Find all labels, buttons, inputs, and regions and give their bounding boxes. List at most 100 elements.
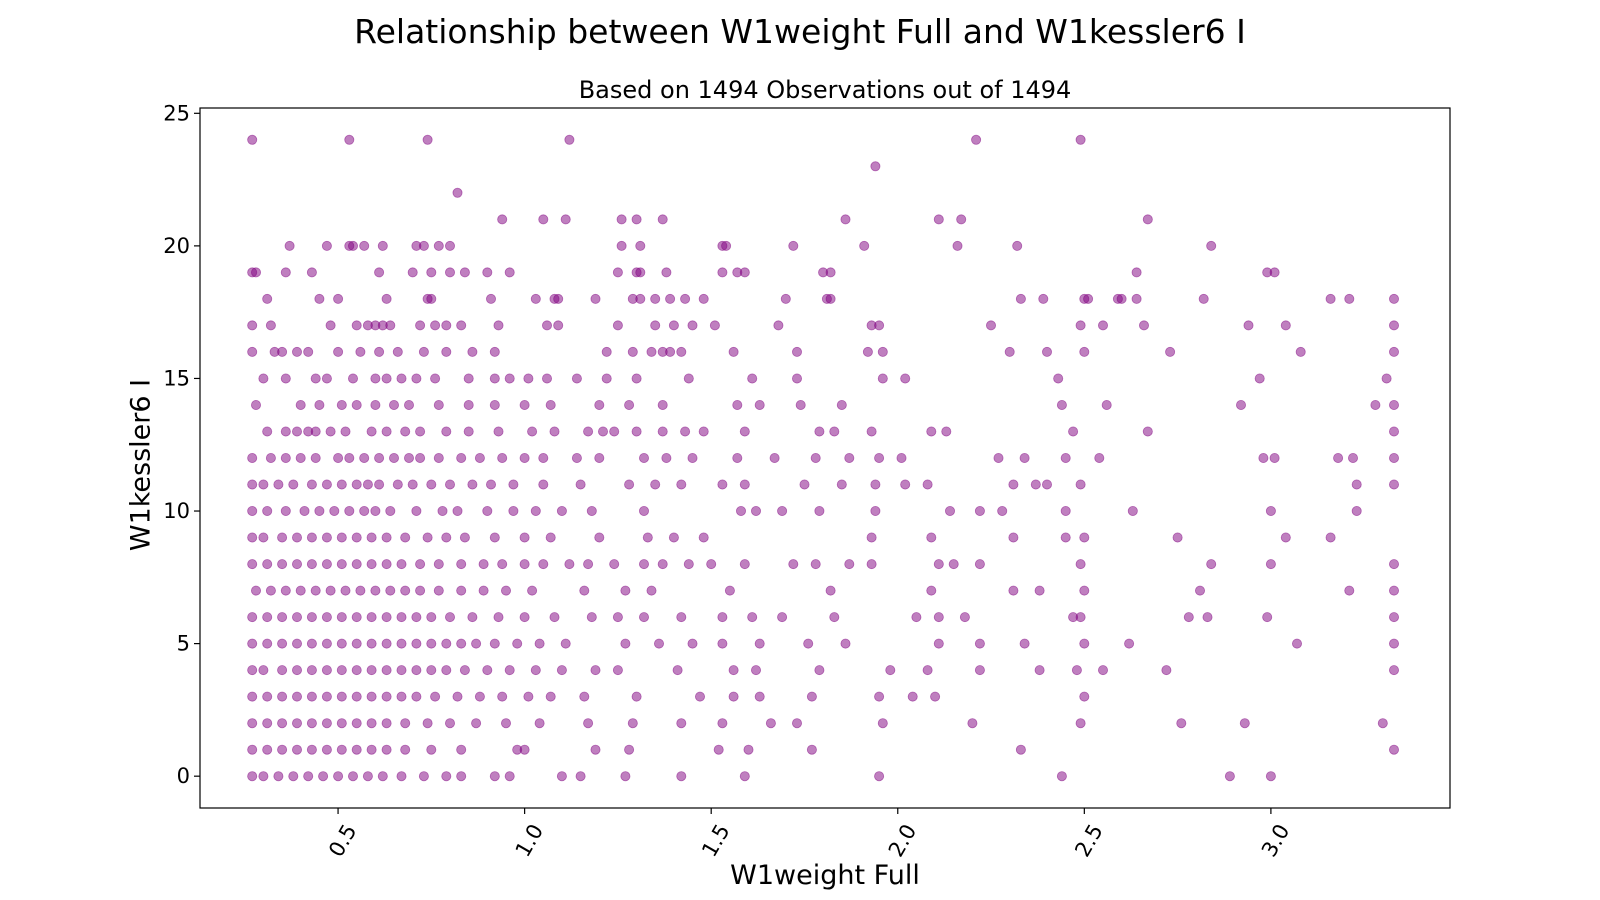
data-point-149 [1389, 346, 1400, 357]
data-point-460 [959, 612, 970, 623]
data-point-70 [590, 293, 601, 304]
data-point-283 [426, 479, 437, 490]
data-point-403 [250, 585, 261, 596]
data-point-145 [1042, 346, 1053, 357]
x-axis-label: W1weight Full [730, 860, 920, 891]
data-point-370 [306, 559, 317, 570]
data-point-12 [631, 214, 642, 225]
data-point-253 [639, 452, 650, 463]
x-tick-label-4: 2.5 [1070, 820, 1107, 861]
data-point-453 [676, 612, 687, 623]
data-point-155 [370, 373, 381, 384]
data-point-567 [321, 718, 332, 729]
data-point-313 [359, 505, 370, 516]
data-point-635 [1224, 771, 1235, 782]
data-point-168 [683, 373, 694, 384]
data-point-306 [247, 505, 258, 516]
data-point-293 [717, 479, 728, 490]
data-point-60 [262, 293, 273, 304]
data-point-320 [508, 505, 519, 516]
data-point-481 [456, 638, 467, 649]
data-point-144 [1004, 346, 1015, 357]
data-point-65 [426, 293, 437, 304]
data-point-13 [657, 214, 668, 225]
data-point-450 [586, 612, 597, 623]
data-point-478 [411, 638, 422, 649]
data-point-325 [736, 505, 747, 516]
data-point-628 [556, 771, 567, 782]
data-point-341 [306, 532, 317, 543]
y-axis-ticks: 0 5 10 15 20 25 [163, 101, 200, 788]
data-point-235 [280, 452, 291, 463]
data-point-185 [463, 399, 474, 410]
data-point-104 [542, 320, 553, 331]
data-point-528 [974, 665, 985, 676]
data-point-179 [336, 399, 347, 410]
y-tick-label-5: 25 [163, 101, 190, 125]
data-point-510 [381, 665, 392, 676]
data-point-259 [844, 452, 855, 463]
data-point-90 [1389, 293, 1400, 304]
data-point-258 [810, 452, 821, 463]
data-point-509 [366, 665, 377, 676]
data-point-333 [1060, 505, 1071, 516]
data-point-272 [258, 479, 269, 490]
data-point-195 [836, 399, 847, 410]
data-point-633 [874, 771, 885, 782]
data-point-406 [295, 585, 306, 596]
data-point-305 [1389, 479, 1400, 490]
data-point-499 [1292, 638, 1303, 649]
data-point-352 [519, 532, 530, 543]
data-point-599 [381, 744, 392, 755]
data-point-632 [739, 771, 750, 782]
data-point-40 [306, 267, 317, 278]
data-point-151 [280, 373, 291, 384]
data-point-622 [396, 771, 407, 782]
data-point-69 [553, 293, 564, 304]
data-point-634 [1056, 771, 1067, 782]
data-point-398 [974, 559, 985, 570]
data-point-45 [459, 267, 470, 278]
data-point-98 [385, 320, 396, 331]
data-point-549 [497, 691, 508, 702]
data-point-532 [1161, 665, 1172, 676]
data-point-626 [489, 771, 500, 782]
data-point-301 [1030, 479, 1041, 490]
data-point-1 [344, 134, 355, 145]
data-point-247 [474, 452, 485, 463]
data-point-483 [489, 638, 500, 649]
data-point-5 [1075, 134, 1086, 145]
data-point-433 [262, 612, 273, 623]
data-point-317 [437, 505, 448, 516]
data-point-568 [336, 718, 347, 729]
data-point-490 [717, 638, 728, 649]
data-point-88 [1325, 293, 1336, 304]
data-point-529 [1034, 665, 1045, 676]
data-point-128 [374, 346, 385, 357]
data-point-482 [471, 638, 482, 649]
data-point-578 [583, 718, 594, 729]
data-point-302 [1042, 479, 1053, 490]
data-point-251 [571, 452, 582, 463]
data-point-36 [1206, 240, 1217, 251]
data-point-22 [359, 240, 370, 251]
data-point-138 [665, 346, 676, 357]
data-point-291 [650, 479, 661, 490]
data-point-44 [444, 267, 455, 278]
data-point-489 [687, 638, 698, 649]
data-point-240 [359, 452, 370, 463]
data-point-349 [441, 532, 452, 543]
data-point-270 [1389, 452, 1400, 463]
data-point-39 [280, 267, 291, 278]
data-point-540 [336, 691, 347, 702]
data-point-162 [504, 373, 515, 384]
data-point-563 [262, 718, 273, 729]
data-point-52 [717, 267, 728, 278]
data-point-383 [538, 559, 549, 570]
data-point-109 [687, 320, 698, 331]
data-point-531 [1098, 665, 1109, 676]
data-point-217 [583, 426, 594, 437]
data-point-417 [478, 585, 489, 596]
y-tick-label-3: 15 [163, 366, 190, 390]
data-point-99 [415, 320, 426, 331]
